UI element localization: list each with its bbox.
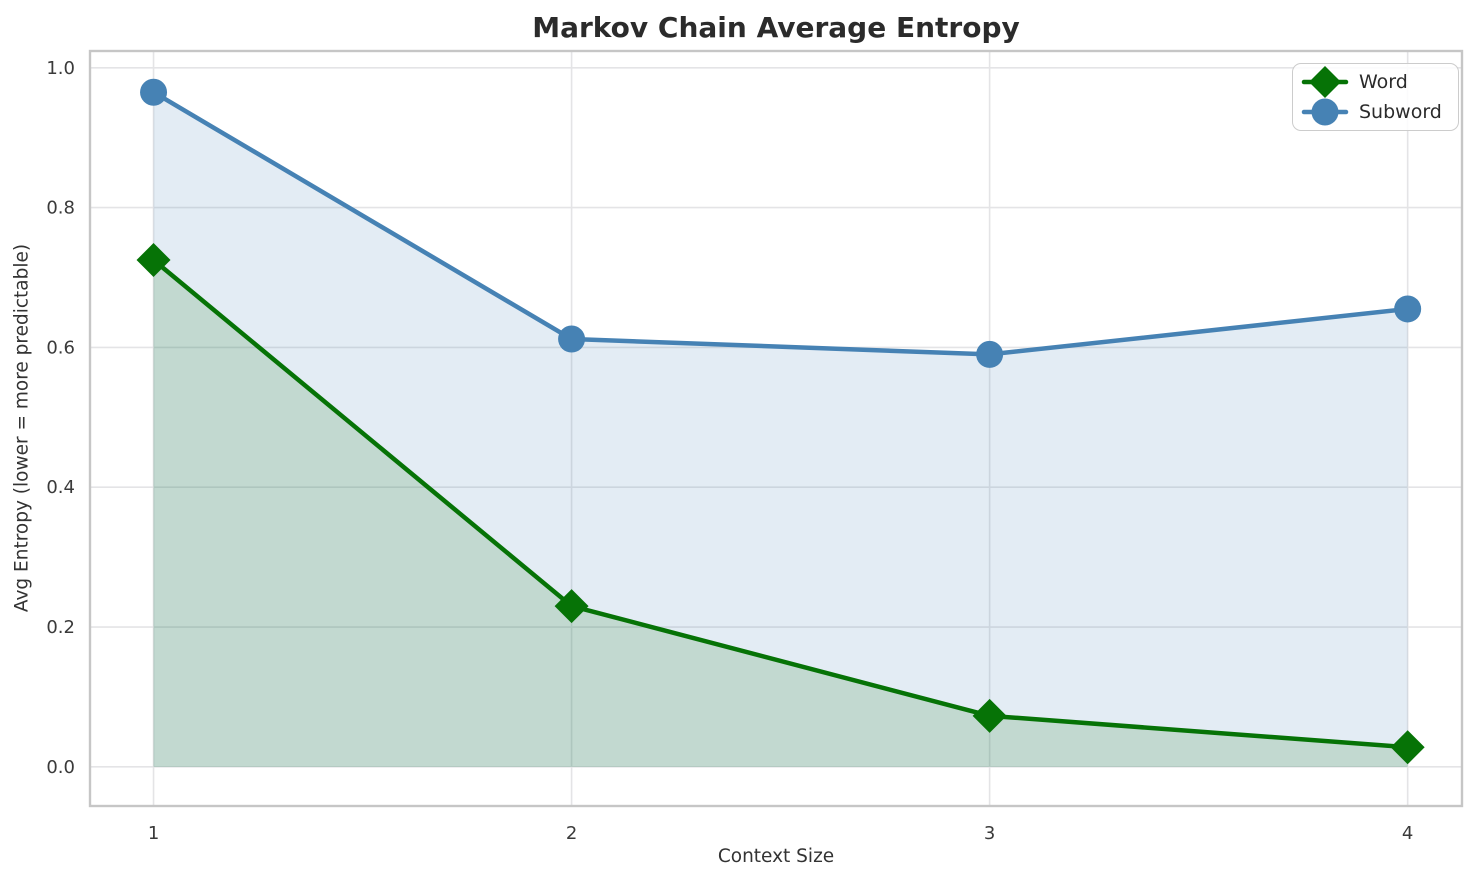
- legend-item-word: Word: [1301, 66, 1448, 98]
- word-diamond-marker-icon: [1301, 66, 1349, 98]
- legend: Word Subword: [1292, 63, 1459, 131]
- line-subword: [151, 89, 1410, 357]
- plot-border: [88, 49, 1464, 808]
- x-tick-label: 4: [1402, 823, 1413, 844]
- x-tick-label: 1: [148, 823, 159, 844]
- y-tick-label: 0.6: [46, 337, 75, 358]
- line-word: [151, 257, 1410, 750]
- marker-subword: [976, 340, 1004, 368]
- y-tick-label: 0.0: [46, 757, 75, 778]
- y-tick-label: 0.4: [46, 477, 75, 498]
- y-tick-label: 0.8: [46, 198, 75, 219]
- y-tick-label: 1.0: [46, 58, 75, 79]
- area-subword: [153, 92, 1408, 767]
- marker-subword: [1394, 295, 1422, 323]
- subword-circle-marker-icon: [1301, 98, 1349, 126]
- marker-word: [136, 243, 171, 278]
- marker-word: [1390, 730, 1425, 765]
- x-tick-label: 3: [984, 823, 995, 844]
- legend-label-word: Word: [1359, 71, 1408, 93]
- marker-word: [972, 698, 1007, 733]
- y-tick-label: 0.2: [46, 617, 75, 638]
- chart-title: Markov Chain Average Entropy: [532, 11, 1020, 44]
- x-axis-label: Context Size: [717, 846, 835, 867]
- marker-subword: [558, 325, 586, 353]
- marker-word: [554, 589, 589, 624]
- legend-item-subword: Subword: [1301, 97, 1448, 127]
- y-axis-label: Avg Entropy (lower = more predictable): [11, 243, 33, 613]
- area-word: [153, 260, 1408, 767]
- x-tick-label: 2: [566, 823, 577, 844]
- marker-subword: [140, 78, 168, 106]
- legend-label-subword: Subword: [1359, 101, 1442, 123]
